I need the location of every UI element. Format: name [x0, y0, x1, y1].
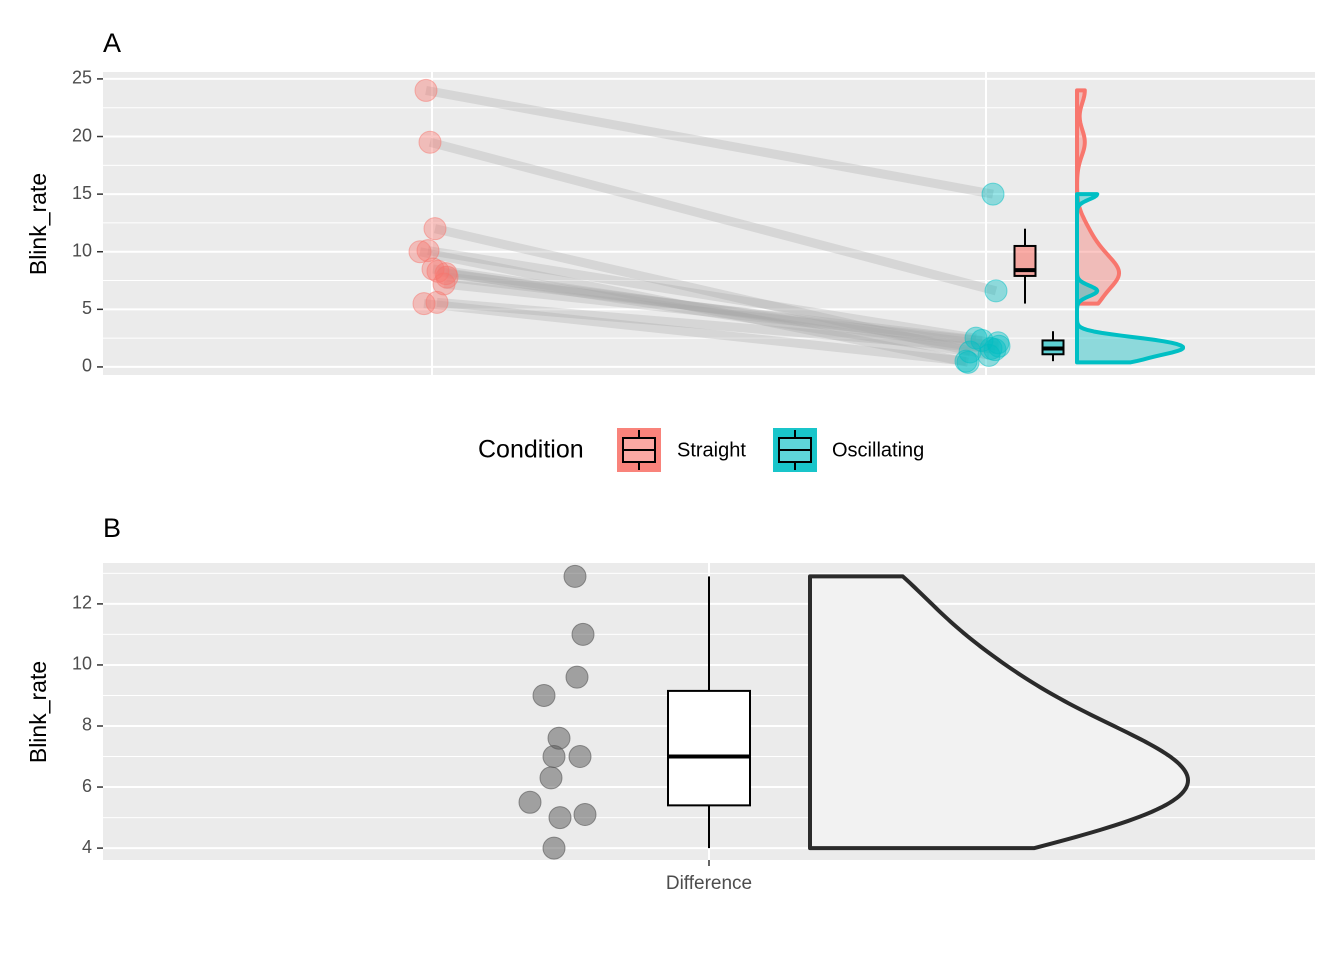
point — [539, 766, 563, 790]
y-tick-label: 10 — [72, 654, 92, 674]
pair-line — [445, 269, 1000, 351]
legend-label: Oscillating — [832, 439, 924, 461]
point — [408, 240, 432, 264]
pair-line — [423, 299, 967, 366]
point — [984, 279, 1008, 303]
pair-line — [419, 247, 969, 367]
pair-line — [428, 137, 998, 296]
y-axis-label: Blink_rate — [25, 661, 51, 763]
point — [565, 665, 589, 689]
point — [542, 836, 566, 860]
legend-label: Straight — [677, 439, 746, 461]
panel-title: A — [103, 28, 121, 58]
point — [412, 292, 436, 316]
point — [425, 290, 449, 314]
box — [667, 689, 751, 807]
pair-line — [425, 86, 994, 199]
point — [571, 622, 595, 646]
point — [542, 745, 566, 769]
point — [979, 337, 1003, 361]
point — [432, 272, 456, 296]
point — [416, 239, 440, 263]
point — [418, 130, 442, 154]
point — [548, 806, 572, 830]
point — [573, 803, 597, 827]
y-tick-label: 10 — [72, 240, 92, 260]
point — [954, 349, 978, 373]
pair-line — [436, 297, 992, 353]
pair-line — [432, 264, 996, 355]
pair-line — [443, 279, 999, 348]
density — [1075, 192, 1185, 365]
y-tick-label: 25 — [72, 68, 92, 88]
point — [981, 182, 1005, 206]
y-tick-label: 20 — [72, 125, 92, 145]
y-tick-label: 4 — [82, 837, 92, 857]
y-tick-label: 15 — [72, 183, 92, 203]
pair-line — [446, 272, 983, 345]
pair-line — [427, 246, 977, 343]
point — [423, 217, 447, 241]
y-tick-label: 8 — [82, 715, 92, 735]
point — [518, 790, 542, 814]
y-tick-label: 5 — [82, 298, 92, 318]
point — [414, 78, 438, 102]
y-tick-label: 12 — [72, 593, 92, 613]
x-tick-label: Difference — [666, 873, 752, 894]
density — [808, 574, 1190, 851]
point — [568, 745, 592, 769]
legend-title: Condition — [478, 436, 584, 464]
pair-line — [437, 266, 971, 357]
y-tick-label: 0 — [82, 356, 92, 376]
y-axis-label: Blink_rate — [25, 173, 51, 275]
pair-line — [433, 224, 991, 360]
panel-title: B — [103, 513, 121, 543]
point — [563, 564, 587, 588]
plot-background — [103, 72, 1315, 375]
point — [532, 683, 556, 707]
y-tick-label: 6 — [82, 776, 92, 796]
